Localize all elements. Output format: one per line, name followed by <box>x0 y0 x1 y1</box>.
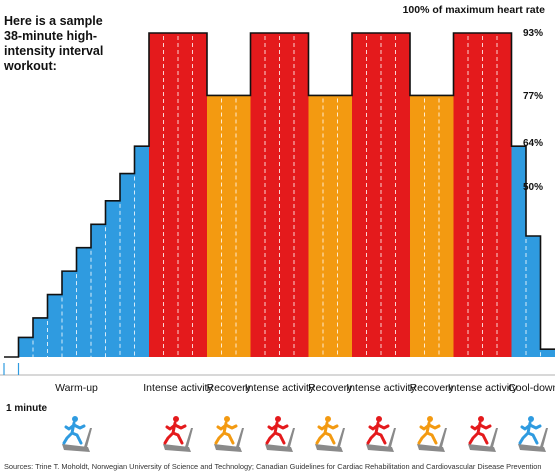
phase-label-9: Cool-down <box>508 382 555 394</box>
bar-minute-8 <box>105 200 121 357</box>
phase-label-7: Recovery <box>409 382 454 394</box>
bar-minute-18 <box>250 33 266 357</box>
bar-minute-24 <box>337 95 353 358</box>
phase-label-4: Intense activity <box>244 382 315 394</box>
bar-minute-4 <box>47 294 63 357</box>
bar-minute-9 <box>120 173 135 357</box>
bar-minute-14 <box>192 33 208 357</box>
treadmill-runner-icon <box>415 414 449 454</box>
bar-minute-28 <box>395 33 411 357</box>
bar-minute-5 <box>62 271 77 357</box>
treadmill-runner-icon <box>364 414 398 454</box>
bar-minute-17 <box>236 95 251 358</box>
bar-minute-23 <box>323 95 338 358</box>
treadmill-runner-icon <box>161 414 195 454</box>
heart-rate-step-line <box>4 32 555 358</box>
one-minute-bracket <box>3 363 20 375</box>
bar-minute-7 <box>91 224 106 357</box>
bar-minute-35 <box>497 33 512 357</box>
bar-minute-25 <box>352 33 367 357</box>
bar-minute-21 <box>294 33 309 357</box>
bar-minute-6 <box>76 247 92 357</box>
bar-minute-19 <box>265 33 280 357</box>
baseline-layer <box>0 363 555 376</box>
minute-scale-label: 1 minute <box>6 403 48 414</box>
bar-minute-22 <box>308 95 324 358</box>
bar-minute-30 <box>424 95 440 358</box>
bar-minute-37 <box>526 235 541 357</box>
tick-label-50: 50% <box>522 182 543 193</box>
bar-minute-34 <box>482 33 498 357</box>
treadmill-runner-icon <box>466 414 500 454</box>
bar-minute-3 <box>33 317 48 357</box>
bar-minute-33 <box>468 33 483 357</box>
treadmill-runner-icon <box>60 414 94 454</box>
bar-minute-27 <box>381 33 396 357</box>
bar-minute-16 <box>221 95 237 358</box>
runner-figures <box>0 414 555 456</box>
bar-minute-36 <box>511 146 527 357</box>
bar-minute-15 <box>207 95 222 358</box>
treadmill-runner-icon <box>516 414 550 454</box>
treadmill-runner-icon <box>263 414 297 454</box>
tick-label-64: 64% <box>522 138 543 149</box>
bar-minute-10 <box>134 146 150 357</box>
treadmill-runner-icon <box>313 414 347 454</box>
tick-label-77: 77% <box>522 91 543 102</box>
bar-minute-38 <box>540 349 555 357</box>
source-note: Sources: Trine T. Moholdt, Norwegian Uni… <box>4 462 542 471</box>
bar-minute-12 <box>163 33 179 357</box>
phase-label-6: Intense activity <box>346 382 416 394</box>
bar-minute-32 <box>453 33 469 357</box>
bar-minute-29 <box>410 95 425 358</box>
tick-label-93: 93% <box>522 28 543 39</box>
max-heart-rate-label: 100% of maximum heart rate <box>402 4 545 16</box>
bar-minute-13 <box>178 33 193 357</box>
bar-minute-2 <box>18 337 34 357</box>
bar-minute-31 <box>439 95 454 358</box>
chart-title: Here is a sample 38-minute high-intensit… <box>4 14 104 73</box>
phase-label-8: Intense activity <box>447 382 518 394</box>
bars-layer <box>4 32 555 360</box>
phase-label-5: Recovery <box>308 382 353 394</box>
treadmill-runner-icon <box>212 414 246 454</box>
phase-label-2: Intense activity <box>143 382 213 394</box>
bar-minute-26 <box>366 33 382 357</box>
bar-minute-20 <box>279 33 295 357</box>
phase-label-1: Warm-up <box>55 382 98 394</box>
phase-label-3: Recovery <box>206 382 251 394</box>
bar-minute-11 <box>149 33 164 357</box>
